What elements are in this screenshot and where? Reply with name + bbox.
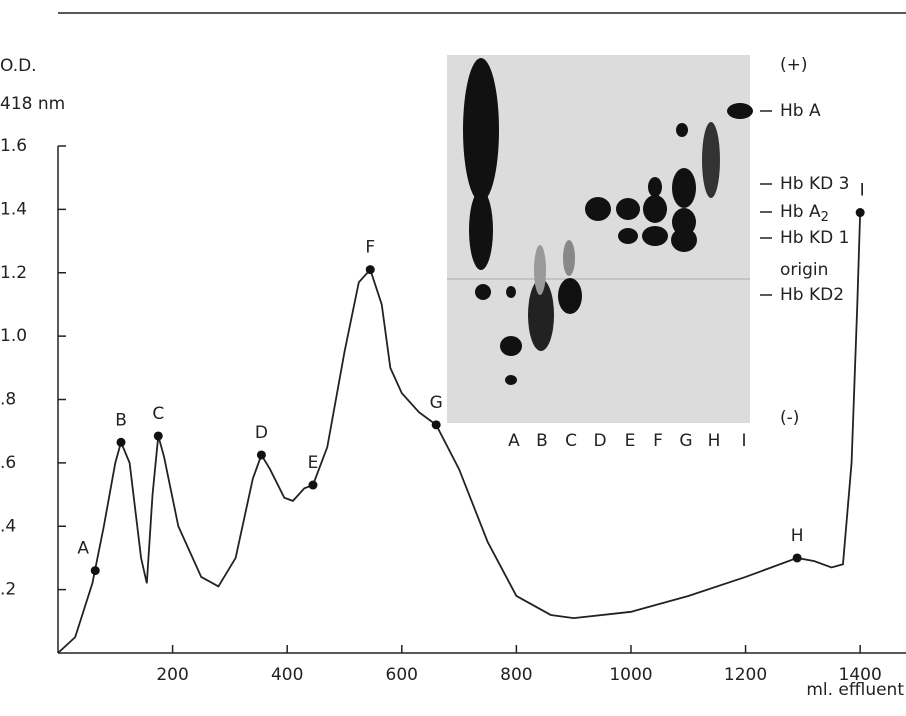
fraction-point	[116, 437, 126, 447]
x-tick-label: 1400	[839, 665, 882, 685]
fraction-point	[365, 265, 375, 275]
fraction-label: B	[115, 410, 127, 430]
x-tick-label: 800	[500, 665, 532, 685]
fraction-label: I	[860, 181, 865, 201]
lane-label: F	[653, 431, 663, 451]
band-label-sub: 2	[821, 210, 829, 225]
x-tick-label: 600	[386, 665, 418, 685]
fraction-point	[855, 208, 865, 218]
y-tick-label: .6	[0, 453, 16, 473]
lane-label: G	[679, 431, 692, 451]
elution-curve	[57, 212, 862, 654]
lane-label: D	[593, 431, 606, 451]
lane-label: H	[708, 431, 721, 451]
band-label: Hb A2	[780, 202, 829, 225]
y-axis-label: 418 nm	[0, 94, 65, 114]
fraction-label: G	[430, 393, 443, 413]
lane-label: A	[508, 431, 520, 451]
fraction-point	[153, 431, 163, 441]
fraction-label: H	[791, 526, 804, 546]
x-tick-label: 1200	[724, 665, 767, 685]
fraction-label: E	[308, 453, 319, 473]
lane-label: B	[536, 431, 548, 451]
y-tick-label: .2	[0, 580, 16, 600]
x-tick-label: 200	[156, 665, 188, 685]
lane-label: C	[565, 431, 577, 451]
y-tick-label: 1.0	[0, 326, 27, 346]
fraction-label: D	[255, 423, 268, 443]
band-label: origin	[780, 260, 828, 280]
band-label: Hb KD 1	[780, 228, 849, 248]
y-axis-label: O.D.	[0, 56, 37, 76]
fraction-point	[308, 480, 318, 490]
band-label: (-)	[780, 408, 799, 428]
y-tick-label: .8	[0, 390, 16, 410]
y-tick-label: 1.4	[0, 199, 27, 219]
band-label: Hb KD2	[780, 285, 844, 305]
x-tick-label: 400	[271, 665, 303, 685]
lane-label: I	[741, 431, 746, 451]
x-tick-label: 1000	[609, 665, 652, 685]
y-tick-label: .4	[0, 516, 16, 536]
fraction-point	[90, 566, 100, 576]
fraction-point	[256, 450, 266, 460]
band-label: (+)	[780, 55, 808, 75]
gel-spots	[463, 58, 753, 385]
y-tick-label: 1.2	[0, 263, 27, 283]
fraction-point	[431, 420, 441, 430]
fraction-label: C	[152, 404, 164, 424]
fraction-label: A	[77, 539, 89, 559]
fraction-point	[792, 553, 802, 563]
fraction-label: F	[365, 238, 375, 258]
y-tick-label: 1.6	[0, 136, 27, 156]
band-label: Hb KD 3	[780, 174, 849, 194]
x-axis-label: ml. effluent	[806, 680, 904, 700]
gel-inset	[447, 55, 753, 423]
band-label: Hb A	[780, 101, 821, 121]
lane-label: E	[625, 431, 636, 451]
